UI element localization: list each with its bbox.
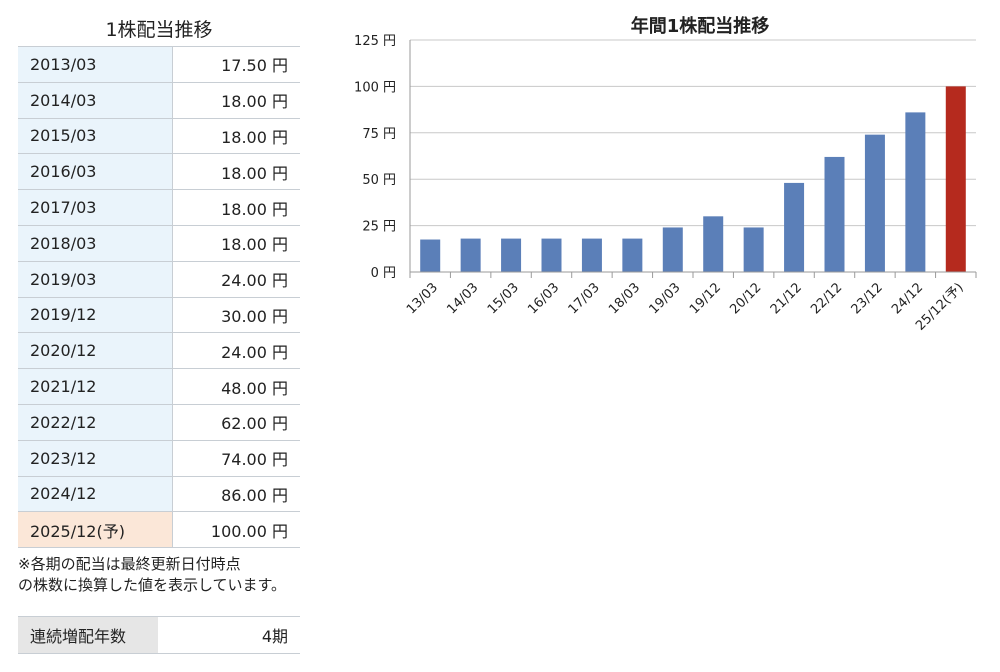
- footnote: ※各期の配当は最終更新日付時点 の株数に換算した値を表示しています。: [18, 554, 318, 596]
- bar: [662, 227, 683, 272]
- bar: [905, 112, 926, 272]
- y-tick-label: 75 円: [362, 127, 396, 142]
- amount-cell: 24.00 円: [172, 261, 300, 298]
- period-cell: 2023/12: [18, 440, 173, 477]
- table-row: 2019/03 24.00 円: [18, 261, 300, 298]
- bar: [703, 216, 724, 272]
- forecast-bar: [945, 86, 966, 273]
- x-tick-label: 18/03: [606, 280, 643, 317]
- consecutive-increase-table: 連続増配年数 4期: [18, 616, 300, 655]
- chart-title: 年間1株配当推移: [630, 16, 770, 37]
- bar: [622, 238, 643, 272]
- x-tick-label: 24/12: [889, 280, 926, 317]
- period-cell: 2021/12: [18, 368, 173, 405]
- streak-value: 4期: [158, 616, 300, 655]
- bar: [743, 227, 764, 272]
- amount-cell: 74.00 円: [172, 440, 300, 477]
- table-row: 2021/12 48.00 円: [18, 368, 300, 405]
- amount-cell: 18.00 円: [172, 118, 300, 155]
- table-row: 2017/03 18.00 円: [18, 189, 300, 226]
- bar: [460, 238, 481, 272]
- amount-cell: 18.00 円: [172, 225, 300, 262]
- footnote-line: ※各期の配当は最終更新日付時点: [18, 555, 241, 574]
- footnote-line: の株数に換算した値を表示しています。: [18, 576, 287, 595]
- amount-cell: 24.00 円: [172, 332, 300, 370]
- period-cell: 2022/12: [18, 404, 173, 441]
- bar: [864, 134, 885, 272]
- x-tick-label: 14/03: [444, 280, 481, 317]
- y-tick-label: 100 円: [354, 80, 396, 95]
- period-cell: 2014/03: [18, 82, 173, 119]
- bar: [420, 239, 441, 272]
- period-cell: 2024/12: [18, 476, 173, 513]
- table-row: 2022/12 62.00 円: [18, 404, 300, 441]
- period-cell: 2016/03: [18, 153, 173, 191]
- y-tick-label: 125 円: [354, 34, 396, 49]
- period-cell: 2018/03: [18, 225, 173, 262]
- table-row: 2023/12 74.00 円: [18, 440, 300, 477]
- amount-cell: 17.50 円: [172, 46, 300, 83]
- amount-cell: 18.00 円: [172, 153, 300, 191]
- table-title: 1株配当推移: [105, 19, 213, 41]
- x-tick-label: 22/12: [808, 280, 845, 317]
- table-row: 2015/03 18.00 円: [18, 118, 300, 155]
- bar: [501, 238, 522, 272]
- dividend-chart: 年間1株配当推移 0 円 25 円 50 円 75 円 100 円 125 円 13/03 1…: [330, 8, 990, 368]
- x-tick-label: 13/03: [404, 280, 441, 317]
- table-row: 2018/03 18.00 円: [18, 225, 300, 262]
- amount-cell: 62.00 円: [172, 404, 300, 441]
- x-tick-label: 15/03: [485, 280, 522, 317]
- x-tick-label: 21/12: [768, 280, 805, 317]
- amount-cell: 30.00 円: [172, 297, 300, 334]
- y-tick-label: 25 円: [362, 220, 396, 235]
- period-cell: 2015/03: [18, 118, 173, 155]
- table-row: 2020/12 24.00 円: [18, 332, 300, 370]
- period-cell: 2025/12(予): [18, 511, 173, 549]
- period-cell: 2013/03: [18, 46, 173, 83]
- bar: [824, 156, 845, 272]
- amount-cell: 86.00 円: [172, 476, 300, 513]
- table-row: 2014/03 18.00 円: [18, 82, 300, 119]
- x-tick-label: 20/12: [727, 280, 764, 317]
- period-cell: 2019/03: [18, 261, 173, 298]
- y-tick-label: 50 円: [362, 173, 396, 188]
- table-row: 2016/03 18.00 円: [18, 153, 300, 191]
- bar: [784, 182, 805, 272]
- bar: [581, 238, 602, 272]
- x-tick-label: 19/03: [647, 280, 684, 317]
- x-tick-label: 19/12: [687, 280, 724, 317]
- y-tick-label: 0 円: [371, 266, 396, 281]
- amount-cell: 100.00 円: [172, 511, 300, 549]
- bar: [541, 238, 562, 272]
- amount-cell: 18.00 円: [172, 82, 300, 119]
- amount-cell: 48.00 円: [172, 368, 300, 405]
- chart-svg: 0 円 25 円 50 円 75 円 100 円 125 円 13/03 14/03 15/03…: [354, 34, 977, 334]
- dividend-table: 2013/03 17.50 円 2014/03 18.00 円 2015/03 18.00…: [18, 46, 300, 549]
- streak-label: 連続増配年数: [18, 616, 158, 655]
- period-cell: 2017/03: [18, 189, 173, 226]
- table-row: 2025/12(予) 100.00 円: [18, 511, 300, 549]
- period-cell: 2020/12: [18, 332, 173, 370]
- amount-cell: 18.00 円: [172, 189, 300, 226]
- table-row: 2013/03 17.50 円: [18, 46, 300, 83]
- streak-row: 連続増配年数 4期: [18, 616, 300, 655]
- x-tick-label: 17/03: [566, 280, 603, 317]
- x-tick-label: 23/12: [849, 280, 886, 317]
- dividend-table-panel: 1株配当推移 2013/03 17.50 円 2014/03 18.00 円 2015/…: [18, 14, 300, 655]
- period-cell: 2019/12: [18, 297, 173, 334]
- x-tick-label: 16/03: [525, 280, 562, 317]
- table-row: 2019/12 30.00 円: [18, 297, 300, 334]
- table-row: 2024/12 86.00 円: [18, 476, 300, 513]
